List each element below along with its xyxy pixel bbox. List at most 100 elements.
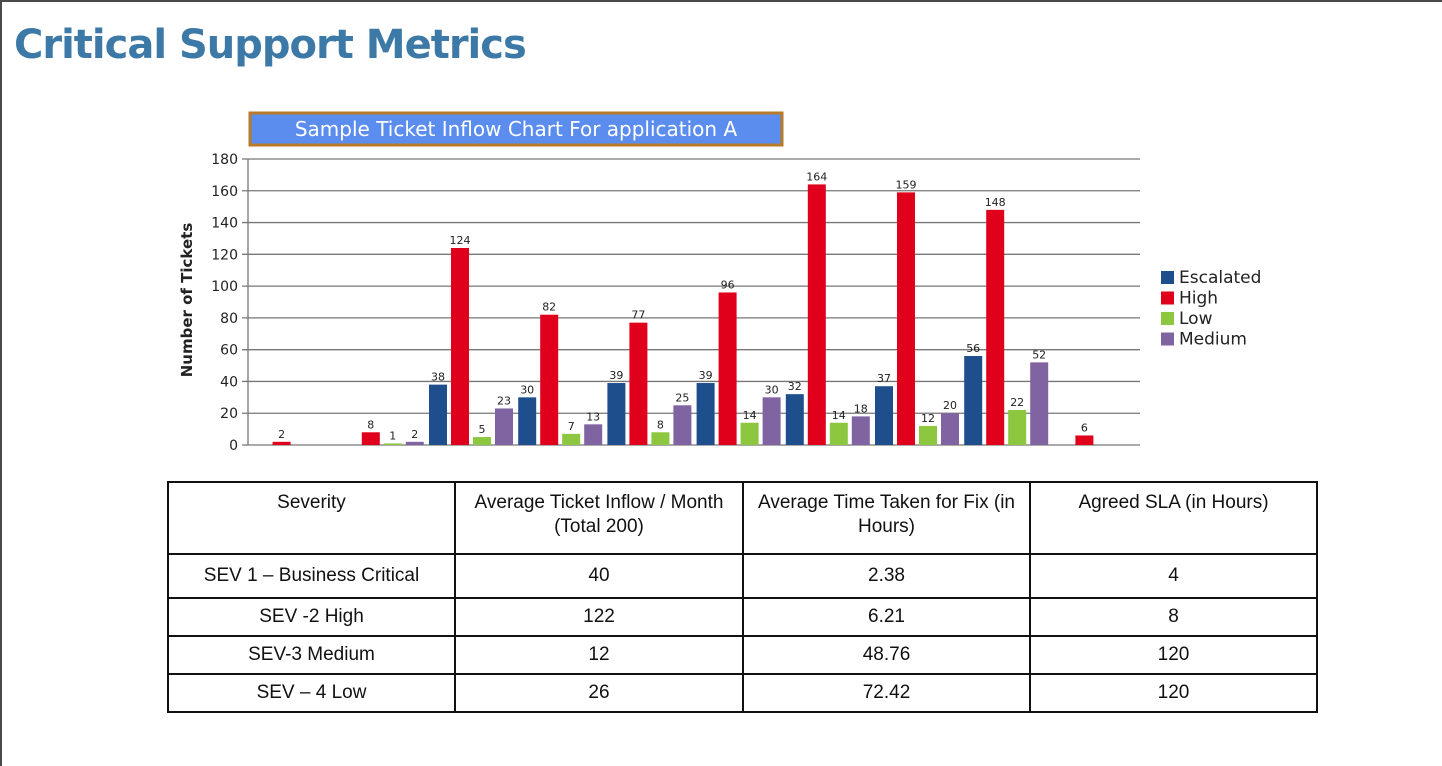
cell-avg-inflow: 26 (454, 673, 744, 713)
chart-title-box: Sample Ticket Inflow Chart For applicati… (248, 111, 784, 147)
table-row: SEV – 4 Low 26 72.42 120 (167, 673, 1318, 713)
cell-severity: SEV 1 – Business Critical (167, 553, 456, 599)
data-label: 52 (1032, 348, 1046, 361)
bar-low (383, 443, 402, 445)
data-label: 7 (568, 420, 575, 433)
cell-agreed-sla: 120 (1029, 635, 1318, 675)
cell-severity: SEV-3 Medium (167, 635, 456, 675)
y-tick-label: 40 (220, 374, 238, 390)
ticket-inflow-chart: Sample Ticket Inflow Chart For applicati… (178, 111, 1261, 454)
bar-high (807, 184, 826, 445)
data-label: 148 (985, 196, 1006, 209)
data-label: 30 (520, 383, 534, 396)
chart-bars: 38 30 39 39 32 37 56 2 8 124 82 77 96 164 159 148 6 1 5 7 8 1… (272, 170, 1094, 445)
bar-medium (762, 397, 781, 445)
header-avg-fix-time: Average Time Taken for Fix (in Hours) (742, 481, 1031, 555)
bar-high (540, 314, 559, 445)
cell-avg-inflow: 12 (454, 635, 744, 675)
data-label: 96 (721, 278, 735, 291)
data-label: 124 (450, 234, 471, 247)
data-label: 39 (699, 369, 713, 382)
y-axis-label: Number of Tickets (178, 223, 196, 378)
bar-high (718, 292, 737, 445)
bar-medium (941, 413, 959, 445)
bar-low (473, 437, 491, 445)
bar-escalated (607, 383, 626, 445)
chart-title: Sample Ticket Inflow Chart For applicati… (295, 117, 738, 141)
bar-low (651, 432, 670, 445)
bar-high (361, 432, 380, 445)
data-label: 2 (411, 428, 418, 441)
data-label: 2 (278, 428, 285, 441)
data-label: 8 (657, 418, 664, 431)
y-tick-label: 180 (211, 152, 238, 168)
y-tick-label: 100 (211, 279, 238, 295)
data-label: 13 (586, 410, 600, 423)
data-label: 20 (943, 399, 957, 412)
y-tick-label: 60 (220, 343, 238, 359)
header-avg-inflow: Average Ticket Inflow / Month (Total 200… (454, 481, 744, 555)
bar-low (829, 422, 848, 445)
data-label: 5 (479, 423, 486, 436)
table-row: SEV-3 Medium 12 48.76 120 (167, 635, 1318, 675)
data-label: 14 (832, 409, 846, 422)
bar-escalated (875, 386, 893, 445)
bar-low (919, 425, 937, 445)
y-tick-label: 20 (220, 406, 238, 422)
table-header-row: Severity Average Ticket Inflow / Month (… (167, 481, 1318, 555)
table-row: SEV -2 High 122 6.21 8 (167, 597, 1318, 637)
bar-escalated (518, 397, 537, 445)
data-label: 164 (806, 170, 827, 183)
y-tick-label: 140 (211, 216, 238, 232)
bar-escalated (429, 384, 447, 445)
data-label: 56 (966, 342, 980, 355)
data-label: 8 (367, 418, 374, 431)
bar-medium (495, 408, 513, 445)
legend-swatch (1161, 291, 1174, 305)
legend-label: Escalated (1179, 268, 1261, 288)
data-label: 18 (854, 402, 868, 415)
data-label: 23 (497, 394, 511, 407)
data-label: 39 (609, 369, 623, 382)
data-label: 37 (877, 372, 891, 385)
bar-low (740, 422, 759, 445)
legend-label: High (1179, 289, 1218, 309)
page-title: Critical Support Metrics (14, 22, 527, 68)
window-top-border (0, 0, 1442, 2)
legend-label: Low (1179, 309, 1213, 329)
header-severity: Severity (167, 481, 456, 555)
legend-label: Medium (1179, 330, 1247, 350)
bar-high (897, 192, 915, 445)
y-tick-label: 0 (229, 438, 238, 454)
bar-medium (405, 441, 424, 445)
bar-high (629, 322, 648, 445)
bar-low (562, 433, 581, 445)
data-label: 25 (675, 391, 689, 404)
data-label: 6 (1081, 421, 1088, 434)
y-tick-label: 120 (211, 247, 238, 263)
bar-escalated (785, 394, 804, 445)
bar-escalated (964, 356, 983, 445)
bar-medium (673, 405, 692, 445)
cell-avg-inflow: 122 (454, 597, 744, 637)
data-label: 22 (1010, 396, 1024, 409)
bar-medium (1030, 362, 1049, 445)
window-left-border (0, 0, 2, 766)
data-label: 1 (389, 429, 396, 442)
data-label: 14 (743, 409, 757, 422)
cell-severity: SEV -2 High (167, 597, 456, 637)
table-row: SEV 1 – Business Critical 40 2.38 4 (167, 553, 1318, 599)
legend-swatch (1161, 312, 1174, 325)
support-metrics-table: Severity Average Ticket Inflow / Month (… (167, 481, 1318, 713)
legend-swatch (1161, 332, 1174, 346)
bar-high (986, 209, 1005, 445)
cell-avg-fix-time: 2.38 (742, 553, 1031, 599)
cell-avg-fix-time: 48.76 (742, 635, 1031, 675)
data-label: 32 (788, 380, 802, 393)
y-tick-label: 80 (220, 311, 238, 327)
y-tick-label: 160 (211, 184, 238, 200)
bar-medium (584, 424, 603, 445)
legend-swatch (1161, 271, 1174, 284)
cell-agreed-sla: 120 (1029, 673, 1318, 713)
